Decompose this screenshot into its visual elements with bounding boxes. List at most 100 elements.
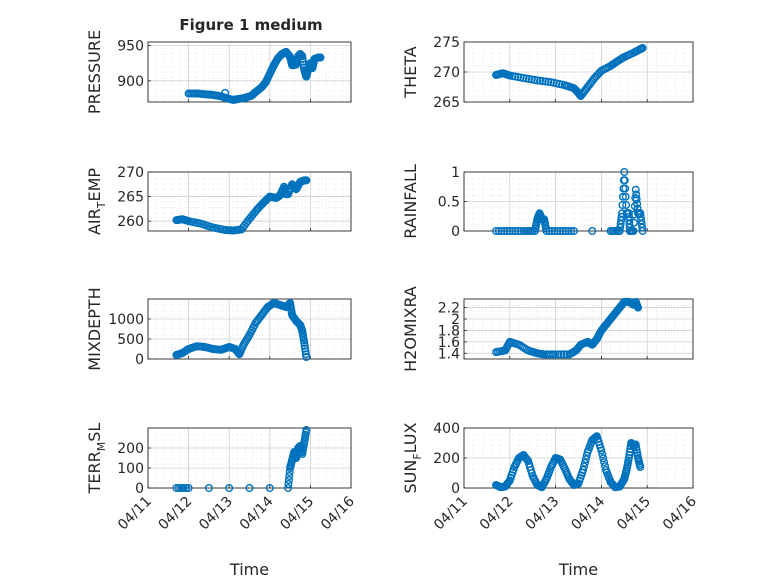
data-point [182,484,191,493]
axes-box [463,41,694,103]
data-point [551,350,560,359]
axes-box [147,427,352,489]
data-point [504,477,513,486]
axes-box [147,41,352,103]
data-point [514,226,523,235]
y-tick-label: 2 [451,312,460,328]
data-point [598,450,607,459]
data-point [599,454,608,463]
subplot-6: 1.41.61.822.2 H2OMIXRA [401,286,694,372]
data-point [581,455,590,464]
y-axis-label: THETA [401,46,420,98]
data-point [503,226,512,235]
subplot-7: 0 100 200 04/11 04/12 04/13 04/14 04/15 04/16 TER… [85,423,358,579]
data-point [638,223,647,232]
data-point [600,458,609,467]
y-axis-label: TERRMSL [85,423,108,495]
data-point [545,226,554,235]
y-tick-label: 2.2 [438,301,460,317]
x-tick-label: 04/12 [156,494,196,534]
data-point [629,226,638,235]
x-tick-label: 04/15 [277,494,317,534]
data-point [547,350,556,359]
axes-box [147,171,352,232]
data-point [629,218,638,227]
data-point [298,54,307,63]
figure-title: Figure 1 medium [179,16,322,34]
data-point [302,426,311,435]
data-point [299,57,308,66]
data-point [597,446,606,455]
x-tick-label: 04/16 [318,493,358,533]
y-tick-label: 1.4 [438,346,460,362]
data-point [500,226,509,235]
data-point [556,226,565,235]
data-point [284,484,293,493]
data-point [634,303,643,312]
data-point [494,226,503,235]
data-point [636,463,645,472]
data-point [300,341,309,350]
data-point [508,226,517,235]
data-point [497,226,506,235]
axes-box [463,298,694,360]
data-point [558,226,567,235]
y-tick-label: 265 [433,95,460,111]
data-point [516,226,525,235]
subplot-4: 0 0.5 1 RAINFALL [401,164,694,240]
data-point [588,226,597,235]
x-tick-label: 04/11 [115,494,155,534]
data-point [632,190,641,199]
data-point [541,77,550,86]
data-point [564,226,573,235]
data-point [620,167,629,176]
y-axis-label: H2OMIXRA [401,286,420,372]
data-point [542,226,551,235]
y-tick-label: 0 [451,224,460,240]
data-point [536,76,545,85]
x-tick-label: 04/16 [660,493,700,533]
y-tick-label: 100 [117,461,144,477]
data-point [301,347,310,356]
y-axis-label: MIXDEPTH [85,287,104,370]
subplot-2: 265 270 275 THETA [401,35,694,111]
data-point [544,77,553,86]
data-point [177,484,186,493]
subplot-1: 900 950 PRESSURE [85,30,352,114]
data-point [620,176,629,185]
y-tick-label: 270 [117,165,144,181]
y-tick-label: 900 [117,74,144,90]
data-point [285,472,294,481]
data-point [302,353,311,362]
x-tick-label: 04/11 [431,494,471,534]
x-tick-label: 04/15 [614,494,654,534]
y-tick-label: 270 [433,65,460,81]
data-point [225,484,234,493]
x-tick-label: 04/13 [523,494,563,534]
y-tick-label: 1000 [108,312,144,328]
y-tick-label: 275 [433,35,460,51]
x-tick-label: 04/14 [237,493,277,533]
data-point [179,484,188,493]
data-point [622,201,631,210]
y-axis-label: RAINFALL [401,164,420,239]
data-point [562,350,571,359]
data-point [633,199,642,208]
data-point [301,344,310,353]
data-point [549,350,558,359]
data-point [298,52,307,61]
x-tick-label: 04/12 [477,494,517,534]
data-point [638,44,647,53]
data-point [631,185,640,194]
data-point [505,226,514,235]
y-tick-label: 265 [117,190,144,206]
data-point [561,226,570,235]
data-point [632,195,641,204]
data-point [569,226,578,235]
y-axis-label: SUNFLUX [401,422,424,493]
data-point [300,339,309,348]
data-point [567,226,576,235]
x-axis-label: Time [558,560,598,579]
